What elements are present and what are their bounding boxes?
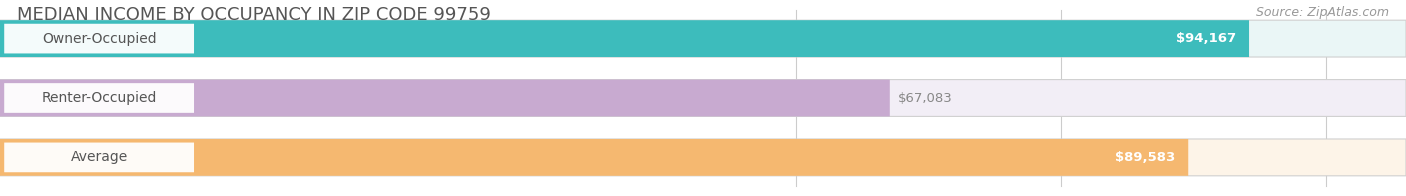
FancyBboxPatch shape (0, 80, 1406, 116)
FancyBboxPatch shape (0, 139, 1406, 176)
FancyBboxPatch shape (0, 20, 1406, 57)
FancyBboxPatch shape (0, 80, 890, 116)
Text: $89,583: $89,583 (1115, 151, 1175, 164)
FancyBboxPatch shape (0, 139, 1188, 176)
Text: Average: Average (70, 150, 128, 164)
Text: $67,083: $67,083 (898, 92, 952, 104)
Text: Source: ZipAtlas.com: Source: ZipAtlas.com (1256, 6, 1389, 19)
Text: Owner-Occupied: Owner-Occupied (42, 32, 156, 46)
FancyBboxPatch shape (4, 83, 194, 113)
FancyBboxPatch shape (0, 20, 1249, 57)
FancyBboxPatch shape (4, 24, 194, 54)
FancyBboxPatch shape (4, 142, 194, 172)
Text: MEDIAN INCOME BY OCCUPANCY IN ZIP CODE 99759: MEDIAN INCOME BY OCCUPANCY IN ZIP CODE 9… (17, 6, 491, 24)
Text: $94,167: $94,167 (1175, 32, 1236, 45)
Text: Renter-Occupied: Renter-Occupied (41, 91, 157, 105)
